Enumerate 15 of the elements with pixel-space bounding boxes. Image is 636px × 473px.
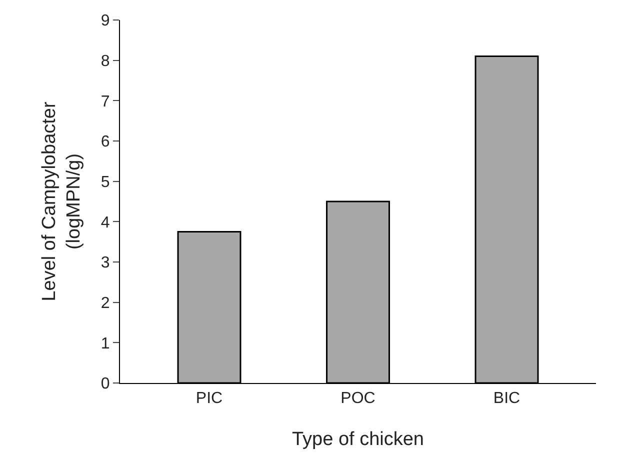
x-tick-label: POC: [340, 390, 376, 408]
x-tick-label: PIC: [196, 390, 223, 408]
y-tick-label: 7: [100, 93, 110, 110]
y-tick-label: 8: [100, 52, 110, 70]
y-tick-label: 0: [100, 376, 110, 393]
y-axis-title: Level of Campylobacter (logMPN/g): [39, 101, 85, 302]
y-tick-label: 5: [100, 174, 110, 191]
y-tick-label: 6: [100, 134, 110, 151]
y-tick-label: 3: [100, 254, 110, 272]
y-tick-label: 4: [100, 214, 110, 232]
y-tick-label: 2: [100, 294, 110, 312]
y-tick-label: 1: [100, 335, 110, 352]
x-tick-label: BIC: [493, 390, 520, 408]
y-tick-label: 9: [100, 12, 110, 30]
x-axis-title: Type of chicken: [292, 429, 424, 450]
